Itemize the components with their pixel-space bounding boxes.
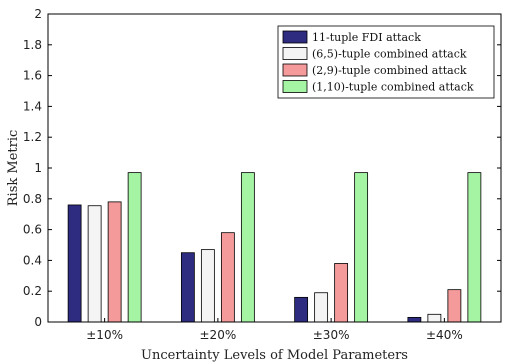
bar-series-1-cat-4: [408, 317, 421, 322]
legend: 11-tuple FDI attack (6,5)-tuple combined …: [278, 26, 494, 98]
bars-layer: [68, 173, 481, 322]
y-tick-label: 0.2: [23, 284, 42, 298]
legend-swatch: [283, 48, 307, 60]
bar-series-3-cat-1: [108, 202, 121, 322]
legend-swatch: [283, 81, 307, 93]
bar-series-1-cat-2: [181, 253, 194, 322]
y-tick-label: 1.8: [23, 38, 42, 52]
x-tick-label: ±20%: [200, 328, 237, 342]
x-tick-label: ±40%: [426, 328, 463, 342]
bar-series-3-cat-3: [335, 263, 348, 322]
bar-series-4-cat-4: [468, 173, 481, 322]
y-tick-label: 1.2: [23, 130, 42, 144]
legend-entry: (6,5)-tuple combined attack: [312, 48, 467, 61]
y-tick-label: 0.4: [23, 253, 42, 267]
bar-series-1-cat-3: [295, 297, 308, 322]
y-axis-label: Risk Metric: [6, 130, 21, 207]
bar-series-4-cat-2: [241, 173, 254, 322]
y-tick-label: 0: [34, 315, 42, 329]
y-tick-label: 0.6: [23, 223, 42, 237]
bar-series-2-cat-3: [315, 293, 328, 322]
y-tick-label: 1: [34, 161, 42, 175]
legend-entry: (2,9)-tuple combined attack: [312, 64, 467, 77]
x-axis-label: Uncertainty Levels of Model Parameters: [141, 348, 408, 363]
legend-swatch: [283, 64, 307, 76]
bar-series-2-cat-4: [428, 314, 441, 322]
x-tick-label: ±30%: [313, 328, 350, 342]
bar-series-4-cat-1: [128, 173, 141, 322]
legend-swatch: [283, 31, 307, 43]
y-tick-label: 2: [34, 7, 42, 21]
bar-series-3-cat-2: [221, 233, 234, 322]
legend-entry: (1,10)-tuple combined attack: [312, 81, 474, 94]
x-tick-label: ±10%: [86, 328, 123, 342]
bar-series-3-cat-4: [448, 290, 461, 322]
y-tick-label: 1.6: [23, 69, 42, 83]
y-tick-label: 1.4: [23, 99, 42, 113]
bar-series-2-cat-2: [201, 250, 214, 322]
bar-series-4-cat-3: [355, 173, 368, 322]
y-tick-label: 0.8: [23, 192, 42, 206]
legend-entry: 11-tuple FDI attack: [312, 31, 421, 44]
bar-series-1-cat-1: [68, 205, 81, 322]
bar-series-2-cat-1: [88, 206, 101, 322]
